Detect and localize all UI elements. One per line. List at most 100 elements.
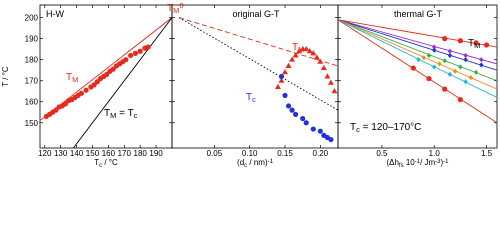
point: [432, 64, 437, 70]
x-tick-label: 130: [54, 149, 68, 158]
point: [463, 79, 468, 85]
panel: 120 130 140 150 160 170 180 1901501601701801902…: [1, 1, 184, 167]
point: [447, 52, 453, 59]
x-tick-label: 190: [149, 149, 163, 158]
text-part: / nm): [247, 158, 268, 167]
point: [285, 62, 292, 68]
point: [437, 61, 442, 67]
text-part: T: [94, 158, 99, 167]
point: [426, 52, 432, 59]
annotation: TM0: [167, 1, 184, 15]
text-part: c: [252, 95, 256, 104]
text-part: c: [99, 163, 102, 168]
point: [123, 57, 129, 63]
point: [53, 107, 59, 113]
point: [457, 38, 463, 44]
annotation: Tc = 120–170°C: [350, 122, 421, 134]
text-part: -1: [415, 159, 421, 165]
x-axis-title: (dc / nm)-1: [237, 158, 274, 167]
text-part: M: [173, 6, 179, 15]
point: [313, 54, 320, 60]
text-part: = 120–170°C: [360, 122, 422, 133]
point: [296, 48, 303, 54]
point: [447, 48, 453, 54]
point: [421, 54, 426, 61]
point: [463, 57, 468, 63]
text-part: -3: [435, 159, 441, 165]
text-part: fs: [399, 163, 404, 168]
point: [62, 101, 69, 107]
point: [468, 74, 474, 81]
point: [274, 83, 281, 90]
text-part: (Δh: [386, 158, 398, 167]
point: [479, 62, 484, 68]
y-axis-title: T / °C: [1, 66, 10, 87]
panel-title: original G-T: [232, 9, 280, 19]
x-tick-label: 160: [102, 149, 116, 158]
x-tick-label: 0.5: [376, 149, 388, 158]
text-part: = T: [116, 108, 133, 119]
x-tick-label: 140: [70, 149, 84, 158]
annotation: TM: [292, 42, 304, 54]
text-part: -1: [443, 159, 449, 165]
fit-line: [178, 17, 338, 67]
point: [317, 128, 323, 134]
point: [442, 58, 447, 64]
text-part: M: [474, 41, 480, 50]
point: [416, 57, 421, 63]
text-part: T: [66, 72, 72, 83]
text-part: c: [356, 125, 360, 134]
point: [285, 103, 292, 109]
point: [447, 71, 453, 77]
text-part: T: [167, 3, 173, 14]
point: [278, 73, 285, 80]
point: [282, 69, 289, 75]
point: [91, 82, 97, 88]
point: [432, 44, 437, 50]
point: [432, 47, 437, 53]
x-tick-label: 0.15: [277, 149, 293, 158]
x-axis-title: Tc / °C: [94, 158, 118, 167]
text-part: M: [72, 75, 78, 84]
fit-line: [338, 19, 497, 48]
point: [320, 64, 327, 71]
text-part: ): [441, 158, 444, 167]
y-tick-label: 200: [25, 14, 39, 23]
annotation: TM = Tc: [104, 108, 138, 120]
y-tick-label: 180: [25, 56, 39, 65]
point: [306, 48, 313, 54]
plot-area: [178, 17, 338, 143]
point: [483, 42, 490, 48]
plot-area: [338, 19, 497, 124]
fit-line: [73, 17, 172, 148]
text-part: (d: [237, 158, 244, 167]
annotation: Tc: [246, 92, 256, 104]
point: [289, 56, 296, 62]
point: [473, 40, 479, 46]
point: [410, 65, 416, 71]
point: [310, 126, 316, 132]
point: [317, 58, 324, 64]
text-part: -1: [268, 159, 274, 165]
annotation: TM: [66, 72, 78, 84]
x-tick-label: 0.20: [313, 149, 329, 158]
fit-line: [338, 19, 497, 65]
text-part: T: [468, 38, 474, 49]
point: [479, 57, 484, 63]
point: [458, 64, 463, 70]
point: [328, 136, 334, 143]
y-tick-label: 150: [25, 119, 39, 128]
point: [324, 73, 331, 79]
point: [132, 50, 139, 56]
point: [426, 76, 432, 82]
point: [104, 71, 110, 77]
point: [278, 77, 285, 83]
text-part: c: [244, 163, 247, 168]
y-tick-label: 160: [25, 98, 39, 107]
x-tick-label: 0.05: [207, 149, 223, 158]
point: [83, 87, 89, 93]
fit-line: [338, 19, 497, 71]
text-part: T: [104, 108, 110, 119]
point: [303, 45, 310, 52]
